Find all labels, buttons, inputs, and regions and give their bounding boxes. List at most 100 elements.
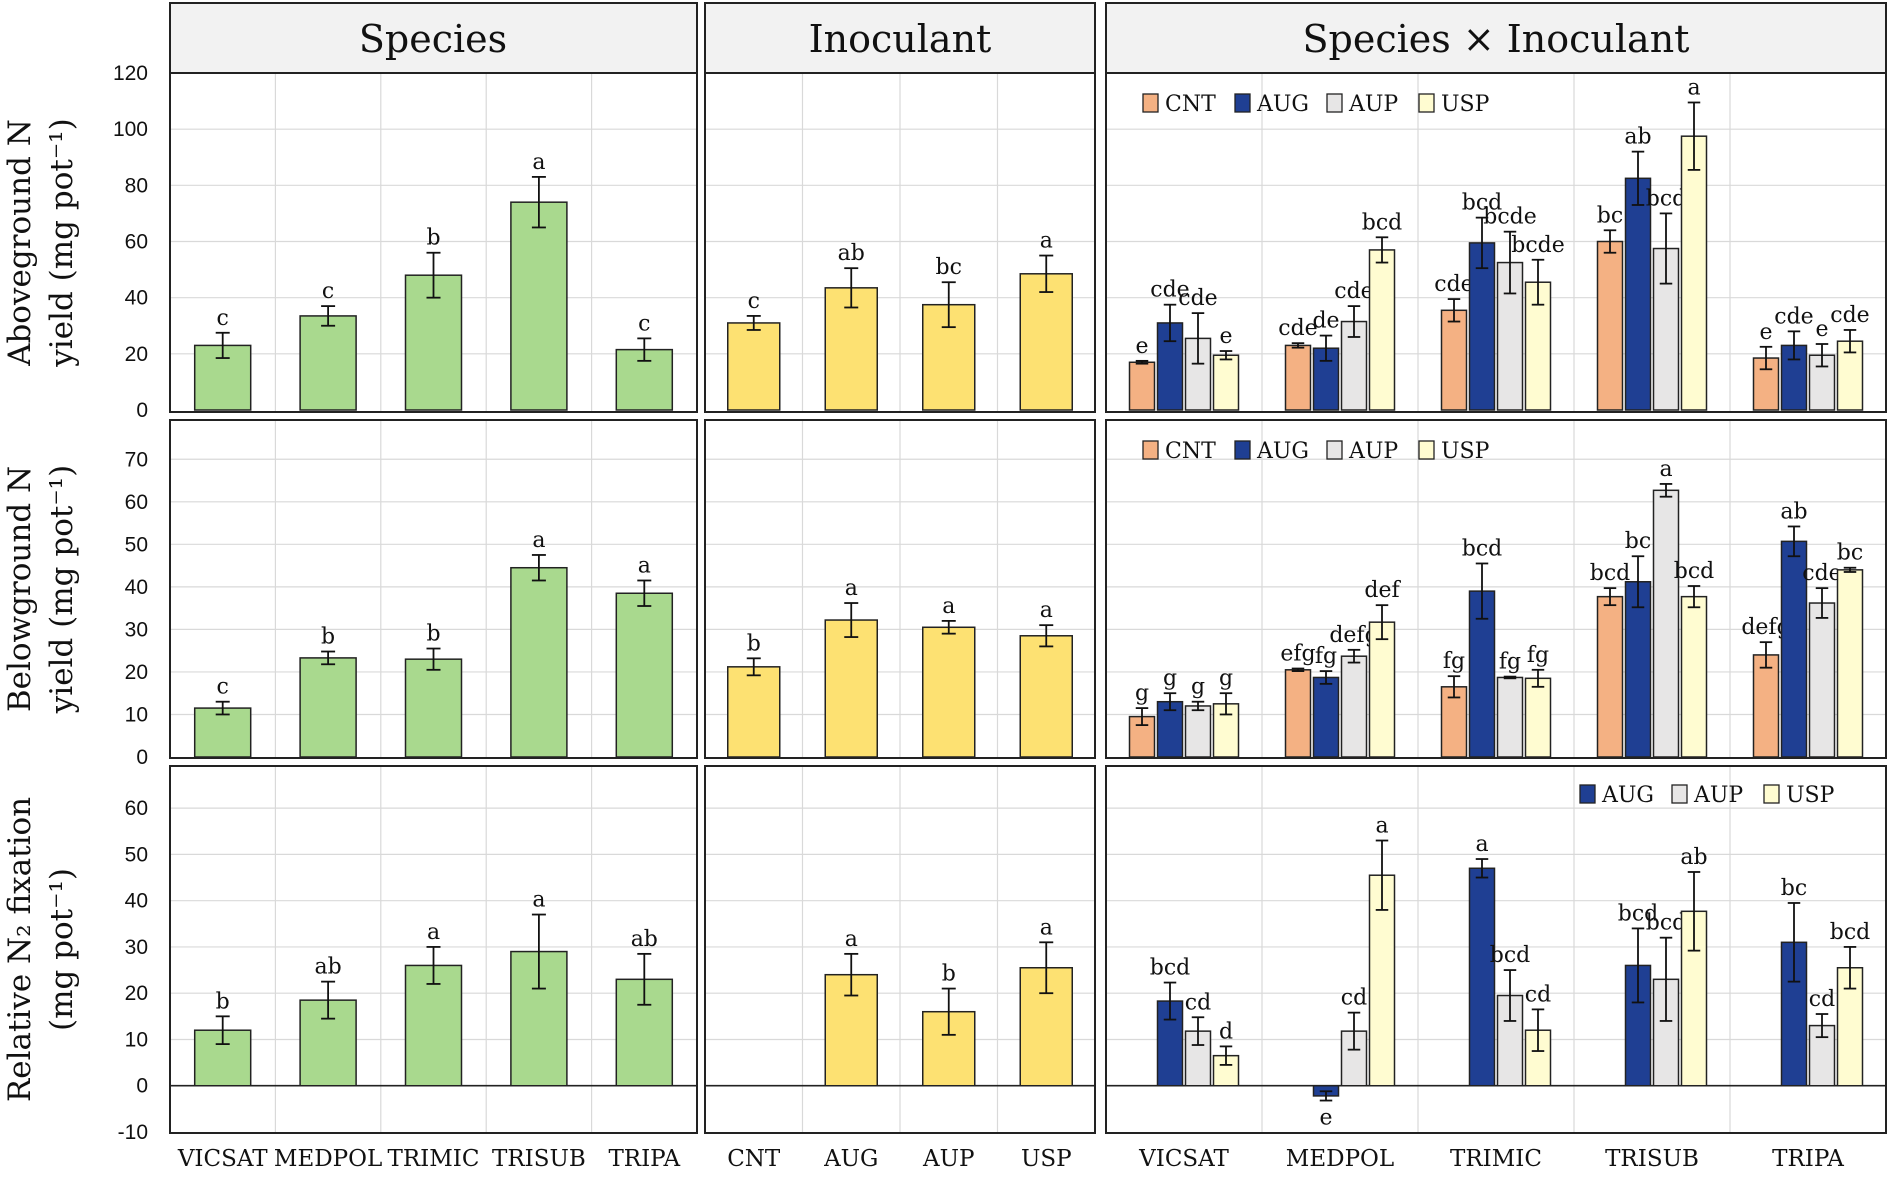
significance-letter: c xyxy=(638,311,650,336)
legend-swatch-AUG xyxy=(1579,784,1596,804)
bar-CNT-MEDPOL xyxy=(1284,344,1312,411)
y-tick-label: 20 xyxy=(125,343,148,366)
significance-letter: e xyxy=(1759,320,1772,345)
bar-CNT-TRIPA xyxy=(1752,654,1780,758)
significance-letter: bcd xyxy=(1646,911,1687,936)
significance-letter: bcd xyxy=(1646,186,1687,211)
significance-letter: b xyxy=(216,989,230,1014)
significance-letter: bcd xyxy=(1590,561,1631,586)
significance-letter: cde xyxy=(1178,286,1217,311)
row-fixation: Relative N₂ fixation (mg pot⁻¹) -10 0 10 20 30… xyxy=(2,765,1887,1144)
significance-letter: b xyxy=(426,622,440,647)
panel-below-0: c b b a a xyxy=(169,419,698,759)
panel-border xyxy=(704,72,1096,413)
x-tick-label: AUG xyxy=(823,1146,878,1172)
x-tick-label: MEDPOL xyxy=(1286,1146,1394,1172)
significance-letter: cde xyxy=(1830,303,1869,328)
legend-label-AUP: AUP xyxy=(1348,439,1398,464)
bar-CNT xyxy=(727,666,781,758)
significance-letter: g xyxy=(1219,666,1233,691)
x-axis-labels: VICSAT MEDPOL TRIMIC TRISUB TRIPA CNT AUG AUP US… xyxy=(177,1146,1844,1172)
bar-AUG-TRIPA xyxy=(1780,540,1808,758)
significance-letter: a xyxy=(1040,229,1053,254)
significance-letter: a xyxy=(1687,75,1700,100)
y-tick-label: 0 xyxy=(136,746,148,769)
significance-letter: e xyxy=(1135,334,1148,359)
y-tick-label: 120 xyxy=(113,62,148,85)
y-tick-label: 70 xyxy=(125,448,148,471)
y-tick-label: 20 xyxy=(125,982,148,1005)
significance-letter: bcd xyxy=(1462,536,1503,561)
significance-letter: bc xyxy=(1781,876,1807,901)
bar-CNT-VICSAT xyxy=(1128,361,1156,411)
significance-letter: bcd xyxy=(1830,920,1871,945)
bar-AUP xyxy=(922,626,976,758)
y-axis-label-line: Aboveground N xyxy=(2,119,38,367)
header-interaction: Species × Inoculant xyxy=(1303,17,1690,61)
bar-USP-TRISUB xyxy=(1680,135,1708,411)
significance-letter: def xyxy=(1364,578,1401,603)
significance-letter: bcd xyxy=(1618,901,1659,926)
significance-letter: cd xyxy=(1809,987,1835,1012)
significance-letter: a xyxy=(532,150,545,175)
significance-letter: fg xyxy=(1527,643,1549,668)
significance-letter: a xyxy=(1659,457,1672,482)
y-tick-label: 40 xyxy=(125,890,148,913)
bar-USP xyxy=(1019,273,1073,411)
legend-swatch-AUP xyxy=(1326,93,1343,113)
significance-letter: cde xyxy=(1150,278,1189,303)
y-axis-label-line: (mg pot⁻¹) xyxy=(44,868,80,1031)
x-tick-label: USP xyxy=(1021,1146,1072,1172)
panel-border xyxy=(169,419,698,759)
significance-letter: a xyxy=(1375,814,1388,839)
y-tick-label: 10 xyxy=(125,1028,148,1051)
bar-USP-TRISUB xyxy=(1680,595,1708,758)
y-axis-label-fixation: Relative N₂ fixation (mg pot⁻¹) xyxy=(2,797,80,1102)
significance-letter: fg xyxy=(1315,644,1337,669)
significance-letter: c xyxy=(217,675,229,700)
y-tick-label: 50 xyxy=(125,843,148,866)
significance-letter: a xyxy=(1040,598,1053,623)
significance-letter: cd xyxy=(1185,990,1211,1015)
significance-letter: ab xyxy=(838,241,865,266)
significance-letter: e xyxy=(1815,317,1828,342)
bar-AUG-TRISUB xyxy=(1624,177,1652,411)
legend-label-USP: USP xyxy=(1786,783,1835,808)
legend-label-USP: USP xyxy=(1441,92,1490,117)
bar-AUP-TRIMIC xyxy=(1496,676,1524,758)
bar-AUP-TRIPA xyxy=(1808,602,1836,758)
x-tick-label: TRIMIC xyxy=(1450,1146,1542,1172)
bar-CNT-TRIMIC xyxy=(1440,309,1468,411)
significance-letter: ab xyxy=(1780,499,1807,524)
legend-swatch-USP xyxy=(1418,440,1435,460)
panel-border xyxy=(169,72,698,413)
significance-letter: a xyxy=(638,553,651,578)
significance-letter: fg xyxy=(1443,649,1465,674)
significance-letter: de xyxy=(1312,309,1339,334)
significance-letter: e xyxy=(1319,1106,1332,1131)
y-tick-label: 40 xyxy=(125,287,148,310)
header-inoculant: Inoculant xyxy=(809,17,992,61)
bar-MEDPOL xyxy=(299,657,357,758)
panel-border xyxy=(704,419,1096,759)
significance-letter: c xyxy=(322,279,334,304)
significance-letter: a xyxy=(845,927,858,952)
bar-TRISUB xyxy=(510,201,568,411)
legend-label-CNT: CNT xyxy=(1165,439,1216,464)
legend-label-CNT: CNT xyxy=(1165,92,1216,117)
bar-VICSAT xyxy=(193,1029,252,1087)
y-tick-label: 10 xyxy=(125,703,148,726)
x-tick-label: VICSAT xyxy=(177,1146,268,1172)
significance-letter: c xyxy=(748,289,760,314)
y-axis-label-line: yield (mg pot⁻¹) xyxy=(44,465,80,714)
significance-letter: cde xyxy=(1278,316,1317,341)
legend-swatch-AUP xyxy=(1671,784,1688,804)
legend-label-AUP: AUP xyxy=(1348,92,1398,117)
bar-TRISUB xyxy=(510,566,568,758)
significance-letter: a xyxy=(427,920,440,945)
bar-AUP-MEDPOL xyxy=(1340,655,1368,758)
legend-swatch-AUP xyxy=(1326,440,1343,460)
bar-USP-MEDPOL xyxy=(1368,249,1396,411)
